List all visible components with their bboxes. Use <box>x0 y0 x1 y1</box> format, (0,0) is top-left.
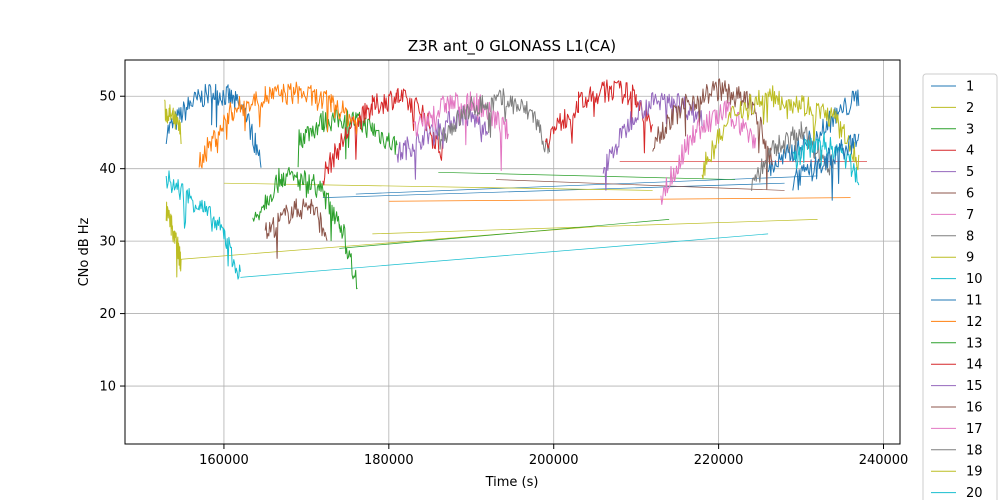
connector-line-3 <box>438 171 736 180</box>
plot-frame <box>124 59 901 445</box>
x-tick-label: 200000 <box>529 453 579 468</box>
legend-label-16: 16 <box>966 401 983 416</box>
legend-label-1: 1 <box>966 80 974 95</box>
series-6-line <box>264 198 328 259</box>
legend: 123456789101112131415161718192021 <box>922 73 998 500</box>
series-7-line <box>413 91 509 171</box>
chart-title: Z3R ant_0 GLONASS L1(CA) <box>408 37 616 56</box>
series-19-line <box>701 85 860 180</box>
legend-box <box>922 73 998 500</box>
x-axis-ticks: 160000 180000 200000 220000 240000 <box>199 444 908 468</box>
series-10-line <box>165 170 241 280</box>
y-tick-label: 20 <box>99 307 116 322</box>
series-12-line <box>198 81 361 169</box>
series-8-line <box>437 88 551 154</box>
legend-label-15: 15 <box>966 379 983 394</box>
legend-label-2: 2 <box>966 101 974 116</box>
legend-label-18: 18 <box>966 443 983 458</box>
legend-label-3: 3 <box>966 122 974 137</box>
x-tick-label: 180000 <box>364 453 414 468</box>
x-tick-label: 220000 <box>694 453 744 468</box>
connector-line-1 <box>322 182 785 199</box>
connector-line-6 <box>495 179 785 191</box>
series-group <box>164 78 860 290</box>
legend-items: 123456789101112131415161718192021 <box>931 80 983 500</box>
x-tick-label: 160000 <box>199 453 249 468</box>
series-3-line <box>297 108 398 168</box>
series-14-line <box>545 79 654 154</box>
legend-label-4: 4 <box>966 144 974 159</box>
legend-label-17: 17 <box>966 422 983 437</box>
plot-background <box>125 60 900 444</box>
legend-label-6: 6 <box>966 187 974 202</box>
legend-label-9: 9 <box>966 251 974 266</box>
connector-line-10 <box>240 233 769 278</box>
y-tick-label: 30 <box>99 235 116 250</box>
legend-label-12: 12 <box>966 315 983 330</box>
series-1-line <box>165 83 262 168</box>
x-tick-label: 240000 <box>859 453 909 468</box>
series-9-line <box>165 201 182 278</box>
legend-label-20: 20 <box>966 486 983 500</box>
legend-label-14: 14 <box>966 358 983 373</box>
legend-label-7: 7 <box>966 208 974 223</box>
legend-label-5: 5 <box>966 165 974 180</box>
connector-lines <box>181 161 868 278</box>
y-tick-label: 10 <box>99 380 116 395</box>
series-21-line <box>792 133 860 201</box>
legend-label-13: 13 <box>966 336 983 351</box>
connector-line-12 <box>388 197 851 202</box>
y-axis-label: CNo dB Hz <box>77 217 92 286</box>
connector-line-19 <box>223 182 653 191</box>
series-4-line <box>322 87 443 186</box>
series-5-line <box>396 105 489 180</box>
legend-label-10: 10 <box>966 272 983 287</box>
series-18-line <box>751 121 835 191</box>
y-axis-ticks: 10 20 30 40 50 <box>99 90 125 395</box>
legend-label-19: 19 <box>966 465 983 480</box>
x-axis-label: Time (s) <box>485 475 539 490</box>
series-2-line <box>164 99 182 145</box>
y-tick-label: 40 <box>99 162 116 177</box>
legend-label-11: 11 <box>966 294 983 309</box>
series-20-line <box>792 131 860 186</box>
series-17-line <box>660 100 757 205</box>
plot-area <box>124 59 901 445</box>
series-16-line <box>652 78 773 190</box>
connector-line-11 <box>355 175 818 195</box>
legend-label-8: 8 <box>966 229 974 244</box>
connector-line-13 <box>339 219 670 249</box>
y-tick-label: 50 <box>99 90 116 105</box>
series-13-line <box>252 166 358 290</box>
connector-line-9 <box>372 219 818 235</box>
